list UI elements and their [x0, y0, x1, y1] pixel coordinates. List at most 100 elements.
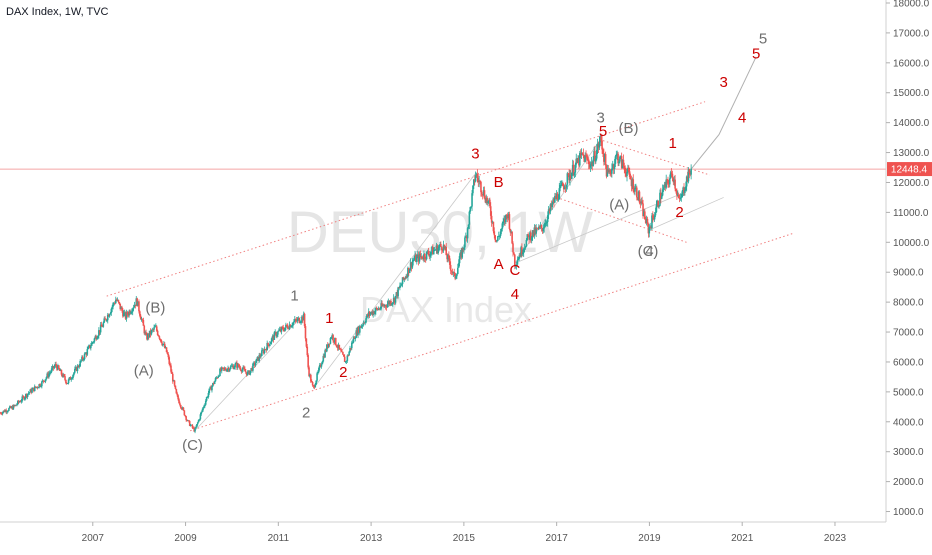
candle-body: [542, 228, 545, 231]
candle-body: [396, 292, 399, 297]
candle-body: [58, 368, 61, 371]
candle-body: [215, 377, 218, 379]
candle-body: [131, 308, 134, 312]
candle-body: [522, 252, 524, 255]
candle-body: [469, 207, 472, 212]
candle-body: [394, 295, 397, 303]
candle-body: [419, 253, 422, 257]
candle-body: [252, 363, 254, 371]
candle-body: [303, 313, 306, 327]
candle-body: [29, 389, 32, 393]
candle-body: [22, 396, 24, 398]
candle-body: [684, 190, 686, 193]
upper-channel-line: [106, 101, 706, 297]
candle-body: [409, 262, 412, 270]
candle-body: [359, 326, 361, 333]
candle-body: [49, 372, 51, 374]
candle-body: [530, 237, 533, 241]
candle-body: [460, 252, 463, 258]
wave-label-9: A: [494, 256, 504, 273]
candle-body: [591, 162, 594, 167]
candle-body: [364, 322, 366, 324]
projection-line: [690, 56, 757, 170]
candle-body: [393, 297, 396, 303]
candle-body: [372, 311, 374, 315]
candle-body: [60, 369, 63, 375]
candle-body: [554, 196, 557, 199]
candle-body: [82, 359, 85, 361]
candle-body: [148, 330, 151, 337]
candle-body: [647, 223, 650, 234]
wave-label-11: 4: [511, 286, 519, 303]
candle-body: [250, 368, 252, 371]
candle-body: [658, 205, 660, 207]
candle-body: [0, 413, 3, 415]
candle-body: [281, 327, 284, 328]
candle-body: [462, 247, 464, 250]
candle-body: [327, 343, 330, 348]
candle-body: [519, 255, 521, 257]
candle-body: [78, 366, 81, 368]
candle-body: [668, 178, 671, 185]
candle-body: [651, 215, 653, 229]
candle-body: [587, 159, 589, 161]
candle-body: [109, 312, 112, 315]
candle-body: [369, 313, 372, 315]
candle-body: [55, 363, 57, 366]
candle-body: [162, 344, 164, 346]
candle-body: [234, 364, 236, 368]
candle-body: [175, 388, 178, 394]
candle-body: [536, 228, 538, 230]
candle-body: [485, 197, 488, 203]
candle-body: [376, 308, 379, 310]
y-tick-label: 15000.0: [893, 88, 930, 99]
candle-body: [425, 251, 428, 260]
candle-body: [24, 397, 26, 400]
x-tick-label: 2011: [268, 533, 290, 544]
candle-body: [104, 318, 106, 320]
candle-body: [644, 211, 646, 220]
y-tick-label: 7000.0: [893, 328, 924, 339]
candle-body: [238, 366, 241, 368]
candle-body: [237, 363, 240, 367]
candle-body: [35, 386, 38, 388]
candle-body: [690, 168, 692, 175]
candle-body: [220, 368, 222, 371]
candle-body: [3, 410, 6, 413]
candle-body: [486, 197, 488, 203]
candle-body: [90, 342, 93, 346]
candle-body: [325, 350, 327, 352]
candle-body: [434, 249, 437, 251]
candle-body: [65, 383, 68, 384]
candle-body: [81, 356, 83, 361]
candle-body: [8, 406, 11, 409]
candle-body: [435, 245, 438, 250]
x-tick-label: 2017: [546, 533, 569, 544]
candle-body: [173, 380, 176, 386]
candle-body: [487, 201, 489, 203]
candle-body: [681, 191, 684, 198]
candle-body: [164, 347, 167, 349]
candle-body: [578, 157, 580, 166]
candle-body: [100, 324, 103, 327]
candle-body: [465, 236, 467, 238]
candle-body: [291, 325, 293, 327]
candle-body: [665, 179, 667, 188]
candle-body: [662, 187, 665, 190]
candle-body: [511, 231, 513, 244]
candle-body: [384, 305, 387, 307]
candle-body: [423, 253, 425, 260]
candle-body: [391, 302, 394, 304]
candle-body: [473, 179, 475, 186]
wave-label-23: 5: [759, 30, 767, 47]
candle-body: [300, 321, 302, 323]
candle-body: [683, 187, 685, 193]
candle-body: [606, 169, 609, 177]
candle-body: [149, 330, 152, 335]
candle-body: [456, 273, 458, 277]
candle-body: [142, 320, 145, 326]
candle-body: [205, 397, 208, 401]
candle-body: [230, 365, 233, 367]
